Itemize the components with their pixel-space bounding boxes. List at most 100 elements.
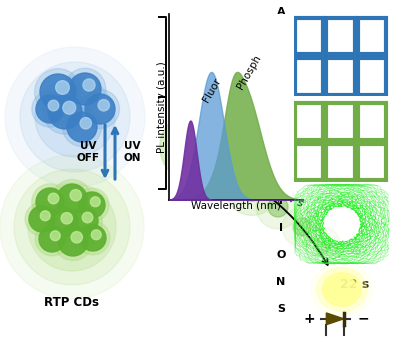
Circle shape — [63, 101, 76, 114]
Circle shape — [35, 69, 82, 115]
Circle shape — [240, 177, 264, 201]
Text: Phosph: Phosph — [235, 53, 263, 91]
Text: 22 s: 22 s — [340, 278, 369, 292]
Circle shape — [28, 183, 116, 271]
Text: I: I — [279, 223, 283, 233]
Circle shape — [211, 155, 239, 183]
Circle shape — [66, 203, 102, 239]
Circle shape — [91, 230, 101, 240]
Text: S: S — [277, 304, 285, 314]
Text: UV
OFF: UV OFF — [76, 141, 100, 163]
Circle shape — [326, 276, 357, 303]
Circle shape — [64, 68, 106, 110]
Circle shape — [322, 273, 361, 306]
Circle shape — [57, 184, 87, 214]
FancyBboxPatch shape — [326, 18, 355, 54]
Circle shape — [25, 202, 59, 236]
FancyBboxPatch shape — [358, 104, 386, 140]
Circle shape — [43, 202, 82, 241]
Circle shape — [36, 95, 64, 123]
Text: T: T — [277, 196, 285, 206]
Circle shape — [70, 207, 98, 235]
Circle shape — [315, 237, 331, 253]
Circle shape — [71, 232, 82, 243]
Circle shape — [39, 226, 65, 252]
Circle shape — [90, 197, 100, 207]
Circle shape — [48, 193, 59, 204]
Circle shape — [20, 62, 130, 172]
Circle shape — [5, 47, 145, 187]
Text: I: I — [279, 115, 283, 125]
FancyBboxPatch shape — [326, 144, 355, 180]
Circle shape — [48, 100, 59, 111]
Circle shape — [32, 91, 68, 127]
Circle shape — [83, 79, 95, 91]
Circle shape — [40, 211, 50, 221]
Circle shape — [36, 188, 64, 216]
Text: Fluor: Fluor — [201, 76, 223, 104]
Circle shape — [82, 212, 93, 223]
Text: UV
ON: UV ON — [123, 141, 141, 163]
Circle shape — [79, 192, 105, 218]
Circle shape — [58, 226, 88, 256]
Circle shape — [67, 112, 97, 142]
Circle shape — [85, 94, 115, 124]
FancyBboxPatch shape — [358, 58, 386, 95]
Circle shape — [80, 90, 119, 129]
FancyBboxPatch shape — [358, 18, 386, 54]
Text: N: N — [276, 277, 286, 287]
Circle shape — [293, 218, 311, 236]
Circle shape — [311, 263, 373, 316]
Circle shape — [35, 222, 69, 256]
Circle shape — [305, 227, 340, 263]
Circle shape — [14, 169, 130, 285]
Text: P: P — [277, 61, 285, 71]
Circle shape — [63, 107, 102, 146]
Y-axis label: PL intensity (a.u.): PL intensity (a.u.) — [157, 61, 167, 153]
FancyBboxPatch shape — [326, 58, 355, 95]
Circle shape — [160, 112, 230, 182]
FancyBboxPatch shape — [326, 104, 355, 140]
Circle shape — [194, 138, 256, 200]
Circle shape — [76, 221, 110, 255]
Circle shape — [40, 74, 76, 110]
Circle shape — [282, 207, 322, 247]
Circle shape — [98, 100, 110, 111]
Circle shape — [56, 81, 69, 94]
Text: −: − — [357, 312, 369, 326]
Circle shape — [54, 221, 93, 261]
Circle shape — [61, 212, 72, 224]
Circle shape — [48, 95, 82, 129]
Text: A: A — [277, 169, 285, 179]
Text: O: O — [276, 250, 286, 260]
FancyBboxPatch shape — [295, 104, 323, 140]
Circle shape — [29, 206, 55, 232]
FancyBboxPatch shape — [358, 144, 386, 180]
FancyBboxPatch shape — [295, 18, 323, 54]
Circle shape — [80, 117, 91, 129]
Circle shape — [70, 190, 82, 201]
Circle shape — [80, 225, 106, 251]
Circle shape — [50, 231, 60, 241]
Circle shape — [52, 180, 91, 218]
Text: RTP CDs: RTP CDs — [45, 296, 100, 308]
Text: +: + — [303, 312, 315, 326]
Circle shape — [317, 268, 367, 311]
Circle shape — [75, 188, 109, 222]
Circle shape — [179, 131, 211, 163]
Circle shape — [48, 207, 78, 237]
Circle shape — [43, 90, 87, 134]
Circle shape — [256, 185, 300, 229]
Polygon shape — [326, 313, 344, 325]
Circle shape — [32, 184, 68, 220]
X-axis label: Wavelength (nm): Wavelength (nm) — [191, 201, 281, 211]
Text: P: P — [277, 34, 285, 44]
Circle shape — [69, 73, 101, 105]
Circle shape — [226, 162, 279, 215]
FancyBboxPatch shape — [295, 144, 323, 180]
Text: A: A — [277, 7, 285, 17]
Text: C: C — [277, 142, 285, 152]
Circle shape — [0, 155, 144, 299]
Circle shape — [268, 197, 288, 217]
Circle shape — [35, 77, 115, 157]
